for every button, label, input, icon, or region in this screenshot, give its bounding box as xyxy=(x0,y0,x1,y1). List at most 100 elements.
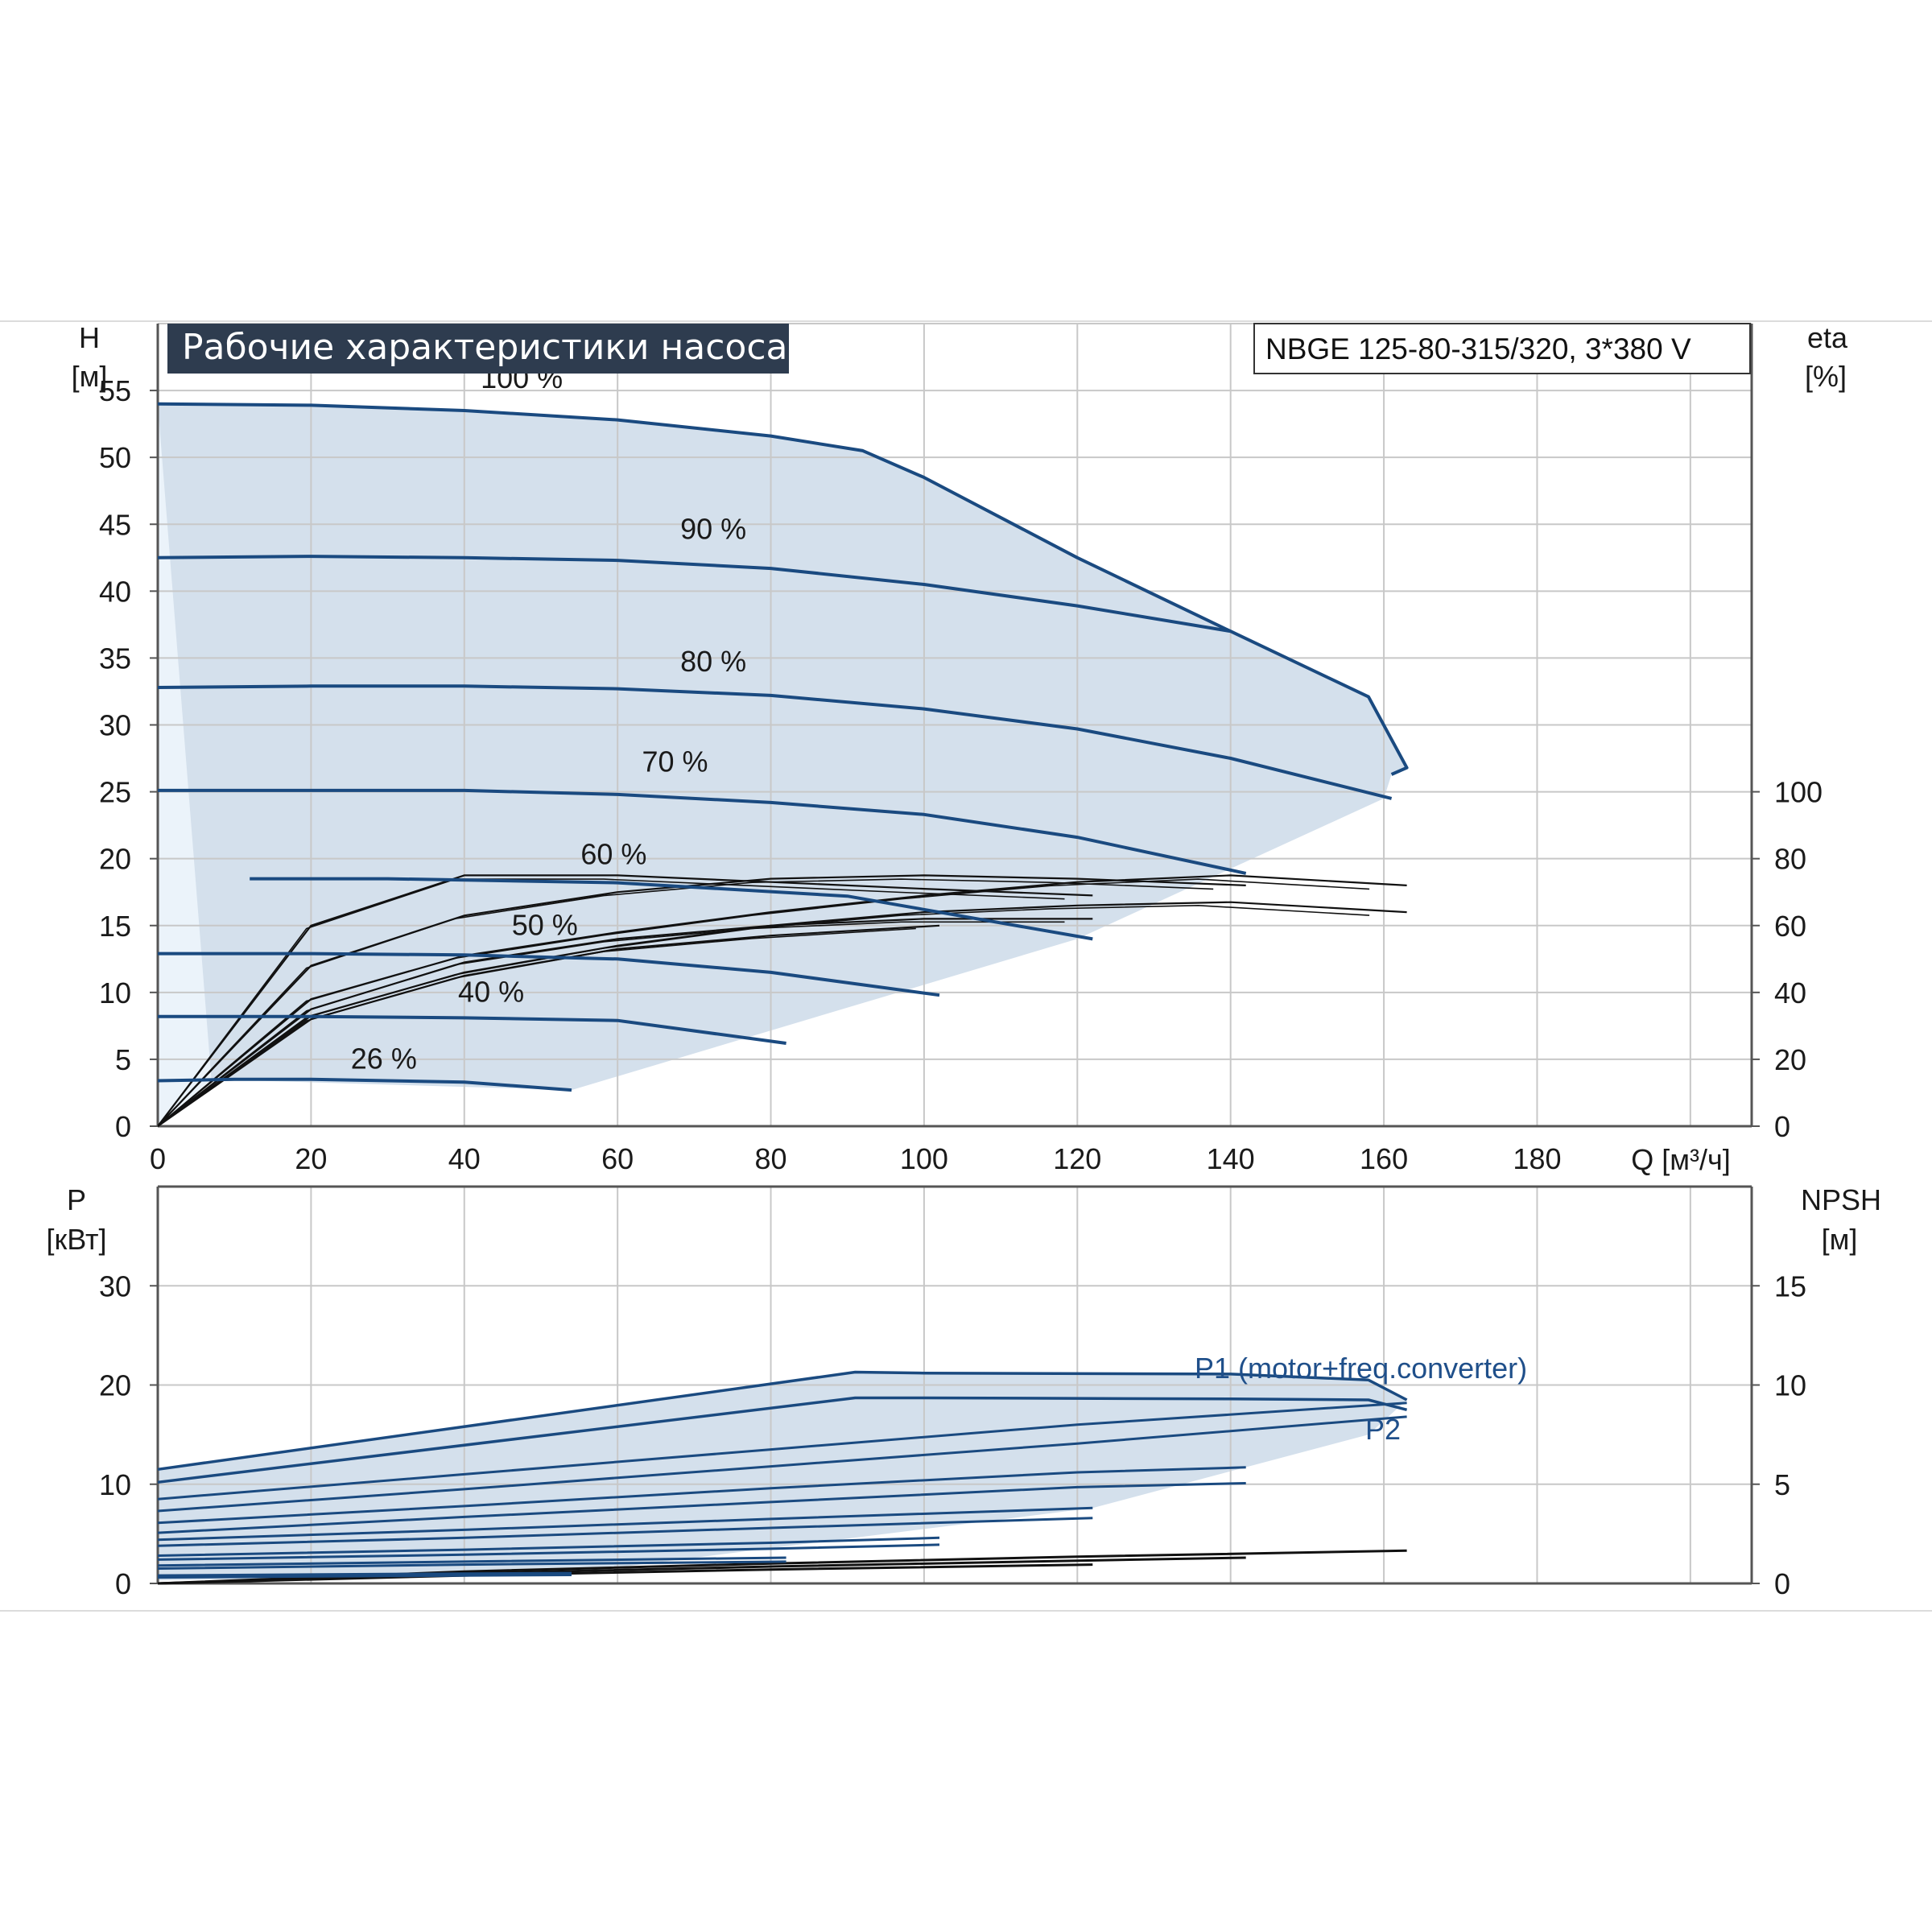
speed-labels: 100 %90 %80 %70 %60 %50 %40 %26 % xyxy=(351,361,746,1075)
eta-tick-label: 60 xyxy=(1774,910,1806,943)
head-curve-26-percent xyxy=(157,1077,572,1092)
speed-label-90: 90 % xyxy=(680,513,746,546)
h-tick-label: 10 xyxy=(99,976,131,1009)
speed-label-50: 50 % xyxy=(512,908,578,941)
p1-curve xyxy=(157,1370,1408,1472)
power-curve-10 xyxy=(157,1543,940,1561)
chart-title-box xyxy=(167,324,789,374)
efficiency-curves xyxy=(157,874,1407,1127)
npsh-tick-label: 0 xyxy=(1774,1567,1790,1600)
power-panel: 0 10 20 30 0 5 10 15 xyxy=(99,1185,1806,1600)
power-grid xyxy=(156,1185,1753,1585)
q-tick-label: 160 xyxy=(1360,1142,1408,1175)
efficiency-curve-3-alt xyxy=(157,878,1370,1127)
p2-curve xyxy=(157,1396,1408,1484)
efficiency-curve-6-alt xyxy=(157,927,916,1127)
eta-tick-label: 80 xyxy=(1774,843,1806,876)
efficiency-curve-2-alt xyxy=(157,878,1214,1127)
eta-tick-label: 20 xyxy=(1774,1043,1806,1076)
power-curve-6 xyxy=(157,1482,1246,1534)
efficiency-curve-1-alt xyxy=(157,878,1065,1127)
power-ticks: 0 10 20 30 0 5 10 15 xyxy=(99,1269,1806,1600)
h-tick-label: 45 xyxy=(99,508,131,541)
power-curve-9 xyxy=(157,1536,940,1557)
p2-label: P2 xyxy=(1365,1413,1401,1446)
power-curve-5 xyxy=(157,1466,1246,1525)
q-tick-label: 60 xyxy=(601,1142,634,1175)
power-curve-8 xyxy=(157,1517,1093,1547)
q-tick-label: 180 xyxy=(1513,1142,1561,1175)
h-tick-label: 50 xyxy=(99,441,131,474)
operating-area xyxy=(158,403,1407,1126)
p-axis-unit: [кВт] xyxy=(46,1223,106,1256)
eta-tick-label: 0 xyxy=(1774,1110,1790,1143)
h-tick-label: 55 xyxy=(99,374,131,407)
q-axis-title: Q [м³/ч] xyxy=(1631,1143,1731,1176)
h-tick-label: 40 xyxy=(99,575,131,608)
npsh-axis-title: NPSH xyxy=(1801,1183,1881,1216)
head-curve-60-percent xyxy=(250,877,1093,941)
q-tick-label: 20 xyxy=(295,1142,327,1175)
power-curve-3 xyxy=(157,1402,1407,1501)
npsh-tick-label: 10 xyxy=(1774,1369,1806,1402)
head-curve-70-percent xyxy=(158,788,1247,875)
eta-axis-unit: [%] xyxy=(1805,360,1847,393)
npsh-axis-unit: [м] xyxy=(1822,1223,1858,1256)
speed-label-60: 60 % xyxy=(580,837,646,870)
q-tick-label: 0 xyxy=(150,1142,166,1175)
power-curve-12 xyxy=(157,1560,786,1570)
eta-tick-label: 100 xyxy=(1774,776,1823,809)
h-tick-label: 35 xyxy=(99,642,131,675)
power-curve-11 xyxy=(157,1556,786,1567)
eta-tick-label: 40 xyxy=(1774,976,1806,1009)
q-tick-label: 40 xyxy=(448,1142,481,1175)
q-tick-label: 140 xyxy=(1207,1142,1255,1175)
operating-envelope xyxy=(158,403,1407,1091)
efficiency-curve-5-alt xyxy=(157,921,1065,1127)
eta-axis-title: eta xyxy=(1807,321,1848,354)
p1-label: P1 (motor+freq.converter) xyxy=(1195,1352,1527,1385)
power-curve-14 xyxy=(157,1574,572,1579)
head-curve-100-percent xyxy=(157,402,1409,776)
efficiency-curve-2 xyxy=(157,874,1246,1127)
head-panel: 0 20 40 60 80 100 120 140 160 180 0 5 10 15 20 25 30 35 40… xyxy=(99,323,1823,1175)
p-tick-label: 30 xyxy=(99,1269,131,1302)
h-tick-label: 5 xyxy=(115,1043,131,1076)
q-tick-label: 100 xyxy=(900,1142,948,1175)
speed-label-40: 40 % xyxy=(458,975,524,1008)
q-tick-label: 120 xyxy=(1053,1142,1101,1175)
power-curve-7 xyxy=(157,1506,1093,1542)
speed-label-70: 70 % xyxy=(642,745,708,778)
h-tick-label: 0 xyxy=(115,1110,131,1143)
power-curves xyxy=(157,1370,1408,1579)
head-curve-80-percent xyxy=(157,684,1393,800)
head-ticks: 0 20 40 60 80 100 120 140 160 180 0 5 10 15 20 25 30 35 40… xyxy=(99,374,1823,1175)
efficiency-curve-1 xyxy=(157,874,1093,1127)
head-curve-40-percent xyxy=(158,1014,786,1045)
h-axis-title: H xyxy=(79,321,100,354)
q-tick-label: 80 xyxy=(755,1142,787,1175)
head-curve-50-percent xyxy=(158,952,940,997)
model-box xyxy=(1253,323,1751,374)
head-curves xyxy=(157,402,1409,1092)
h-tick-label: 20 xyxy=(99,843,131,876)
chart-title: Рабочие характеристики насоса xyxy=(182,327,787,368)
model-label: NBGE 125-80-315/320, 3*380 V xyxy=(1265,332,1691,365)
speed-label-80: 80 % xyxy=(680,645,746,678)
h-tick-label: 30 xyxy=(99,709,131,742)
head-curve-90-percent xyxy=(157,555,1232,634)
p-tick-label: 0 xyxy=(115,1567,131,1600)
npsh-tick-label: 5 xyxy=(1774,1468,1790,1501)
h-axis-unit: [м] xyxy=(72,360,108,393)
p-tick-label: 20 xyxy=(99,1369,131,1402)
speed-label-26: 26 % xyxy=(351,1042,417,1075)
power-curve-4 xyxy=(157,1415,1407,1513)
npsh-tick-label: 15 xyxy=(1774,1269,1806,1302)
h-tick-label: 25 xyxy=(99,776,131,809)
h-tick-label: 15 xyxy=(99,910,131,943)
p-tick-label: 10 xyxy=(99,1468,131,1501)
p-axis-title: P xyxy=(67,1183,86,1216)
npsh-curve-3 xyxy=(157,1563,1093,1585)
power-curve-13 xyxy=(157,1571,572,1577)
